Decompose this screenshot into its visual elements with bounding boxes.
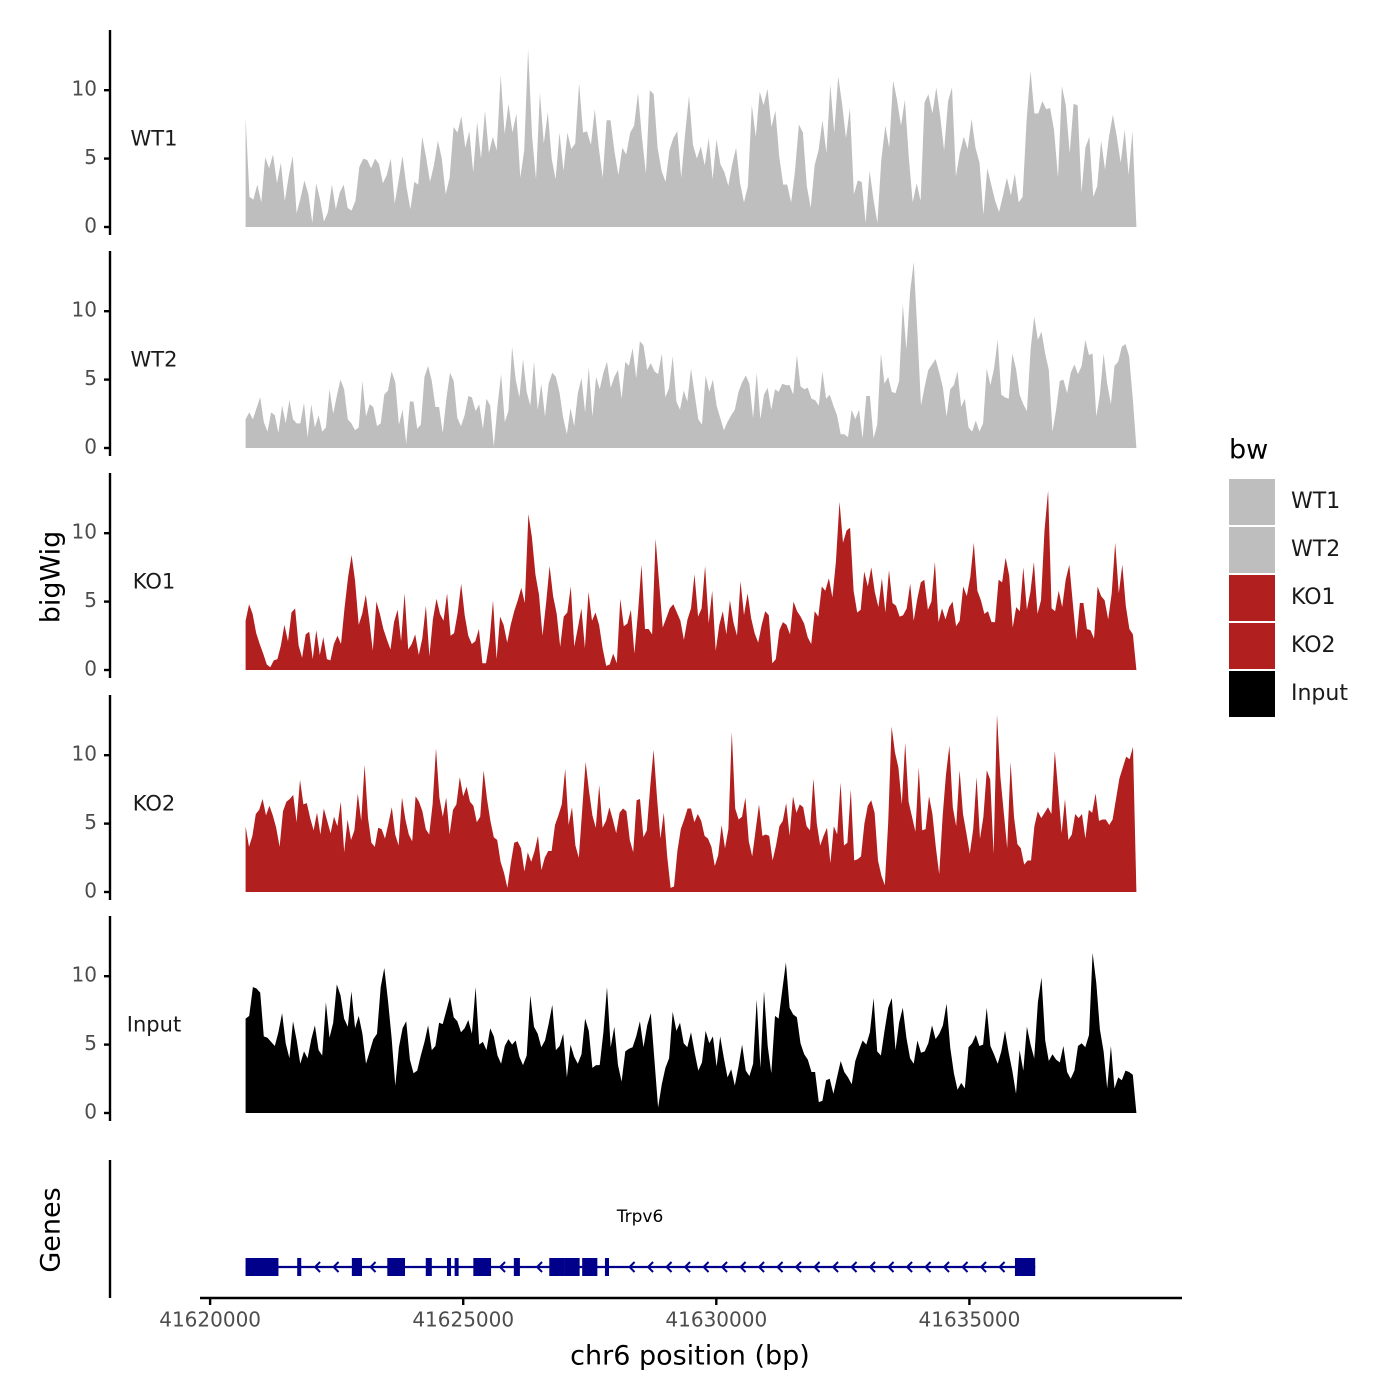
legend-label-ko1: KO1 xyxy=(1291,585,1336,610)
strand-arrow xyxy=(683,1261,691,1273)
exon xyxy=(604,1258,609,1276)
strand-arrow xyxy=(535,1261,543,1273)
legend-key-ko2 xyxy=(1229,623,1275,669)
gene-track: Trpv6 xyxy=(108,1160,1036,1298)
strand-arrow xyxy=(868,1261,876,1273)
exon xyxy=(564,1258,580,1276)
gene-track-title: Genes xyxy=(36,1187,67,1272)
coverage-area-wt1 xyxy=(245,49,1137,228)
coverage-area-input xyxy=(245,952,1137,1113)
legend-key-wt2 xyxy=(1229,527,1275,573)
y-tick-label: 0 xyxy=(84,657,97,681)
legend-label-ko2: KO2 xyxy=(1291,633,1336,658)
y-tick-label: 5 xyxy=(84,145,97,169)
strand-arrow xyxy=(665,1261,673,1273)
exon xyxy=(351,1258,362,1276)
track-label-wt2: WT2 xyxy=(131,347,178,371)
track-label-wt1: WT1 xyxy=(131,126,178,150)
coverage-area-ko1 xyxy=(245,490,1137,670)
strand-arrow xyxy=(369,1261,377,1273)
strand-arrow xyxy=(628,1261,636,1273)
strand-arrow xyxy=(924,1261,932,1273)
x-tick-label: 41635000 xyxy=(919,1308,1021,1332)
strand-arrow xyxy=(794,1261,802,1273)
strand-arrow xyxy=(646,1261,654,1273)
x-tick-label: 41625000 xyxy=(412,1308,514,1332)
y-tick-label: 0 xyxy=(84,879,97,903)
y-tick-label: 10 xyxy=(72,742,97,766)
y-tick-label: 10 xyxy=(72,298,97,322)
gene-model xyxy=(245,1258,1036,1276)
y-tick-label: 0 xyxy=(84,214,97,238)
y-axis-title: bigWig xyxy=(36,531,67,624)
coverage-area-ko2 xyxy=(245,714,1137,892)
strand-arrow xyxy=(905,1261,913,1273)
legend-label-wt1: WT1 xyxy=(1291,489,1340,514)
strand-arrow xyxy=(498,1261,506,1273)
exon xyxy=(1014,1258,1036,1276)
strand-arrow xyxy=(739,1261,747,1273)
strand-arrow xyxy=(998,1261,1006,1273)
strand-arrow xyxy=(961,1261,969,1273)
legend-key-input xyxy=(1229,671,1275,717)
exon xyxy=(513,1258,520,1276)
coverage-tracks: 0 5 10 WT1 0 5 10 WT2 0 5 10 KO1 0 5 10 KO2 0 5 10 Input xyxy=(72,30,1137,1124)
y-tick-label: 10 xyxy=(72,77,97,101)
y-tick-label: 0 xyxy=(84,435,97,459)
legend-key-wt1 xyxy=(1229,479,1275,525)
legend: bw WT1 WT2 KO1 KO2 Input xyxy=(1229,435,1348,717)
exon xyxy=(582,1258,598,1276)
strand-arrow xyxy=(757,1261,765,1273)
track-panel-wt2: 0 5 10 WT2 xyxy=(72,251,1137,459)
strand-arrow xyxy=(702,1261,710,1273)
track-label-input: Input xyxy=(127,1012,181,1036)
y-tick-label: 5 xyxy=(84,366,97,390)
legend-title: bw xyxy=(1229,435,1268,466)
strand-arrow xyxy=(887,1261,895,1273)
strand-arrow xyxy=(831,1261,839,1273)
strand-arrow xyxy=(813,1261,821,1273)
y-tick-label: 5 xyxy=(84,810,97,834)
x-axis: 41620000 41625000 41630000 41635000 xyxy=(159,1296,1182,1332)
strand-arrow xyxy=(979,1261,987,1273)
strand-arrow xyxy=(776,1261,784,1273)
exon xyxy=(549,1258,565,1276)
x-tick-label: 41620000 xyxy=(159,1308,261,1332)
exon xyxy=(297,1258,302,1276)
track-panel-wt1: 0 5 10 WT1 xyxy=(72,30,1137,238)
legend-label-wt2: WT2 xyxy=(1291,537,1340,562)
track-panel-input: 0 5 10 Input xyxy=(72,916,1137,1124)
coverage-area-wt2 xyxy=(245,261,1137,448)
legend-label-input: Input xyxy=(1291,681,1348,706)
track-panel-ko2: 0 5 10 KO2 xyxy=(72,695,1137,903)
strand-arrow xyxy=(720,1261,728,1273)
x-tick-label: 41630000 xyxy=(665,1308,767,1332)
y-tick-label: 10 xyxy=(72,520,97,544)
gene-name-label: Trpv6 xyxy=(616,1207,664,1227)
y-tick-label: 5 xyxy=(84,588,97,612)
y-tick-label: 10 xyxy=(72,963,97,987)
exon xyxy=(425,1258,432,1276)
strand-arrow xyxy=(942,1261,950,1273)
y-tick-label: 5 xyxy=(84,1031,97,1055)
track-panel-ko1: 0 5 10 KO1 xyxy=(72,473,1137,681)
legend-key-ko1 xyxy=(1229,575,1275,621)
exon xyxy=(454,1258,459,1276)
track-label-ko2: KO2 xyxy=(133,791,176,815)
strand-arrow xyxy=(313,1261,321,1273)
track-label-ko1: KO1 xyxy=(133,569,176,593)
x-axis-title: chr6 position (bp) xyxy=(570,1341,810,1372)
y-tick-label: 0 xyxy=(84,1100,97,1124)
exon xyxy=(387,1258,406,1276)
exon xyxy=(473,1258,492,1276)
strand-arrow xyxy=(332,1261,340,1273)
exon xyxy=(447,1258,452,1276)
exon xyxy=(245,1258,279,1276)
strand-arrow xyxy=(850,1261,858,1273)
